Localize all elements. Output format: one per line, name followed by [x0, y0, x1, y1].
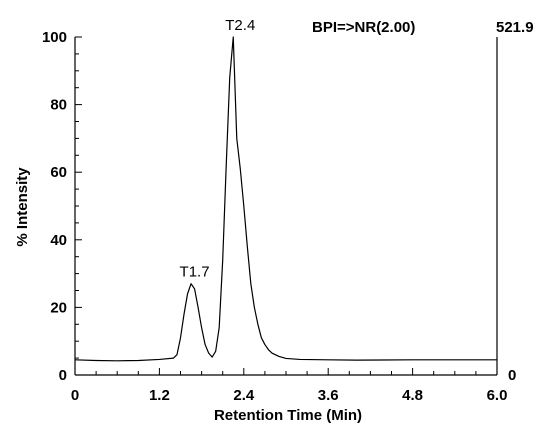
y-tick-label: 80: [50, 97, 67, 114]
peak-label: T1.7: [180, 264, 210, 281]
x-tick-label: 2.4: [233, 387, 255, 404]
chart-title: BPI=>NR(2.00): [312, 19, 415, 36]
text-layer: BPI=>NR(2.00) 521.9 0 Retention Time (Mi…: [14, 17, 534, 424]
x-tick-label: 6.0: [487, 387, 508, 404]
x-tick-label: 4.8: [402, 387, 423, 404]
y-tick-label: 100: [42, 29, 67, 46]
chromatogram-trace: [74, 36, 497, 362]
y-axis-title: % Intensity: [14, 167, 31, 247]
x-tick-label: 0: [71, 387, 79, 404]
y-tick-label: 0: [59, 367, 67, 384]
right-axis-bottom-label: 0: [508, 367, 516, 384]
x-axis-title: Retention Time (Min): [214, 407, 362, 424]
axes-layer: [74, 36, 498, 376]
peak-label: T2.4: [225, 17, 255, 34]
series-layer: [74, 36, 497, 362]
x-tick-label: 1.2: [149, 387, 170, 404]
x-tick-label: 3.6: [318, 387, 339, 404]
y-tick-label: 40: [50, 232, 67, 249]
y-tick-label: 20: [50, 299, 67, 316]
y-tick-label: 60: [50, 164, 67, 181]
right-axis-top-label: 521.9: [496, 19, 534, 36]
